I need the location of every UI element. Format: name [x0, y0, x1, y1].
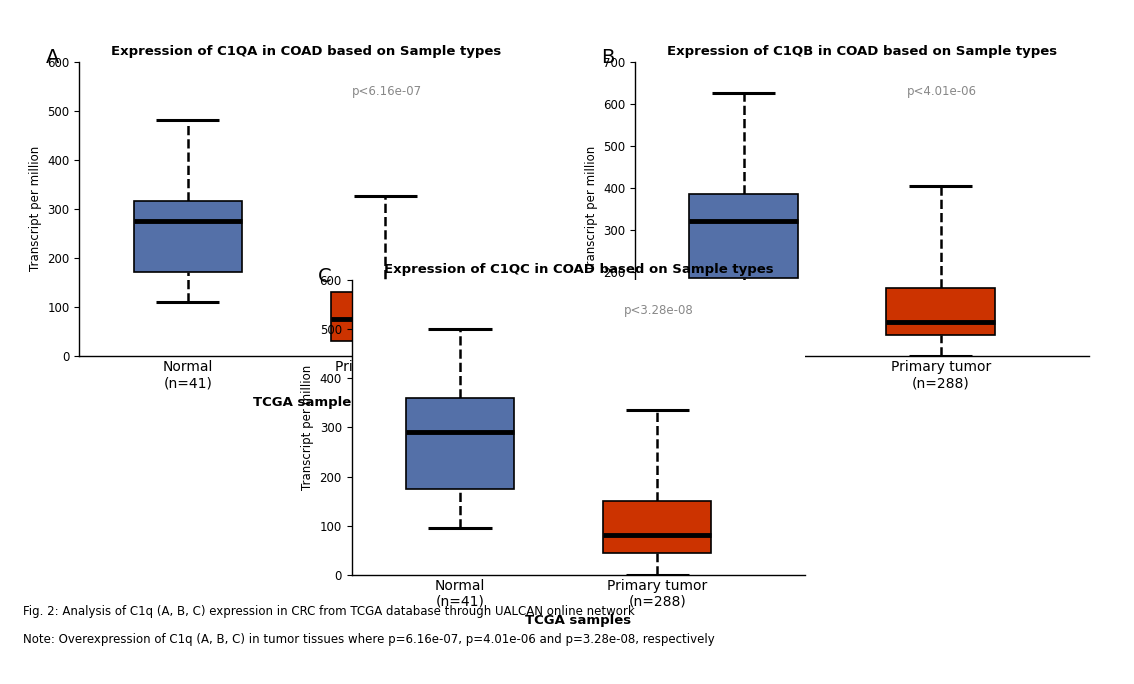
Y-axis label: Transcript per million: Transcript per million [28, 146, 42, 272]
Y-axis label: Transcript per million: Transcript per million [301, 365, 314, 490]
Text: Fig. 2: Analysis of C1q (A, B, C) expression in CRC from TCGA database through U: Fig. 2: Analysis of C1q (A, B, C) expres… [23, 605, 634, 618]
Bar [406, 398, 514, 489]
Text: p<3.28e-08: p<3.28e-08 [624, 304, 694, 317]
Text: B: B [601, 48, 615, 67]
Bar [331, 292, 439, 341]
Title: Expression of C1QA in COAD based on Sample types: Expression of C1QA in COAD based on Samp… [111, 44, 501, 57]
X-axis label: TCGA samples: TCGA samples [525, 614, 632, 627]
Y-axis label: Transcript per million: Transcript per million [584, 146, 598, 272]
Text: p<4.01e-06: p<4.01e-06 [907, 85, 978, 98]
Bar [603, 501, 711, 553]
Title: Expression of C1QC in COAD based on Sample types: Expression of C1QC in COAD based on Samp… [383, 263, 773, 276]
Bar [134, 201, 242, 272]
Bar [887, 289, 995, 334]
Text: Note: Overexpression of C1q (A, B, C) in tumor tissues where p=6.16e-07, p=4.01e: Note: Overexpression of C1q (A, B, C) in… [23, 633, 714, 646]
Text: C: C [318, 267, 331, 286]
Title: Expression of C1QB in COAD based on Sample types: Expression of C1QB in COAD based on Samp… [667, 44, 1057, 57]
Text: A: A [45, 48, 59, 67]
Bar [689, 194, 797, 278]
Text: p<6.16e-07: p<6.16e-07 [352, 85, 422, 98]
X-axis label: TCGA samples: TCGA samples [253, 395, 359, 408]
